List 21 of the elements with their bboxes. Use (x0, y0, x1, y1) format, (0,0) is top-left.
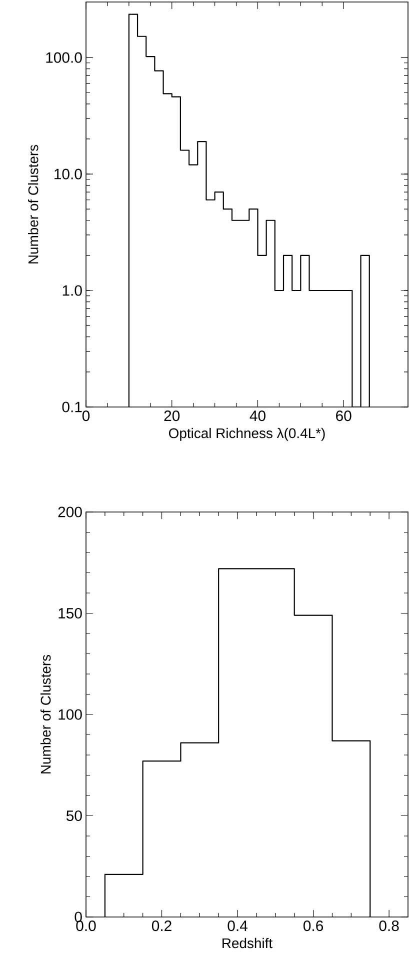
x-tick-label: 0.2 (152, 920, 172, 932)
x-axis-title: Redshift (222, 938, 272, 948)
y-tick-label: 1.0 (62, 285, 82, 296)
x-tick-label: 60 (336, 410, 352, 422)
x-tick-label: 0.8 (379, 920, 399, 932)
x-axis-title: Optical Richness λ(0.4L*) (168, 428, 325, 441)
x-tick-label: 0.6 (303, 920, 324, 932)
x-tick-label: 0 (82, 410, 90, 422)
x-tick-label: 20 (164, 410, 180, 422)
x-tick-label: 40 (250, 410, 266, 422)
y-tick-label: 150 (58, 608, 82, 619)
y-tick-label: 0.1 (62, 402, 82, 412)
y-tick-label: 50 (66, 810, 82, 822)
y-axis-title: Number of Clusters (40, 654, 51, 774)
y-tick-label: 100 (58, 709, 82, 720)
y-axis-title: Number of Clusters (28, 144, 38, 264)
x-tick-label: 0.4 (228, 920, 248, 932)
y-tick-label: 100.0 (46, 52, 82, 63)
y-tick-label: 200 (58, 506, 82, 518)
y-tick-label: 10.0 (54, 168, 82, 180)
x-tick-label: 0.0 (76, 920, 96, 932)
